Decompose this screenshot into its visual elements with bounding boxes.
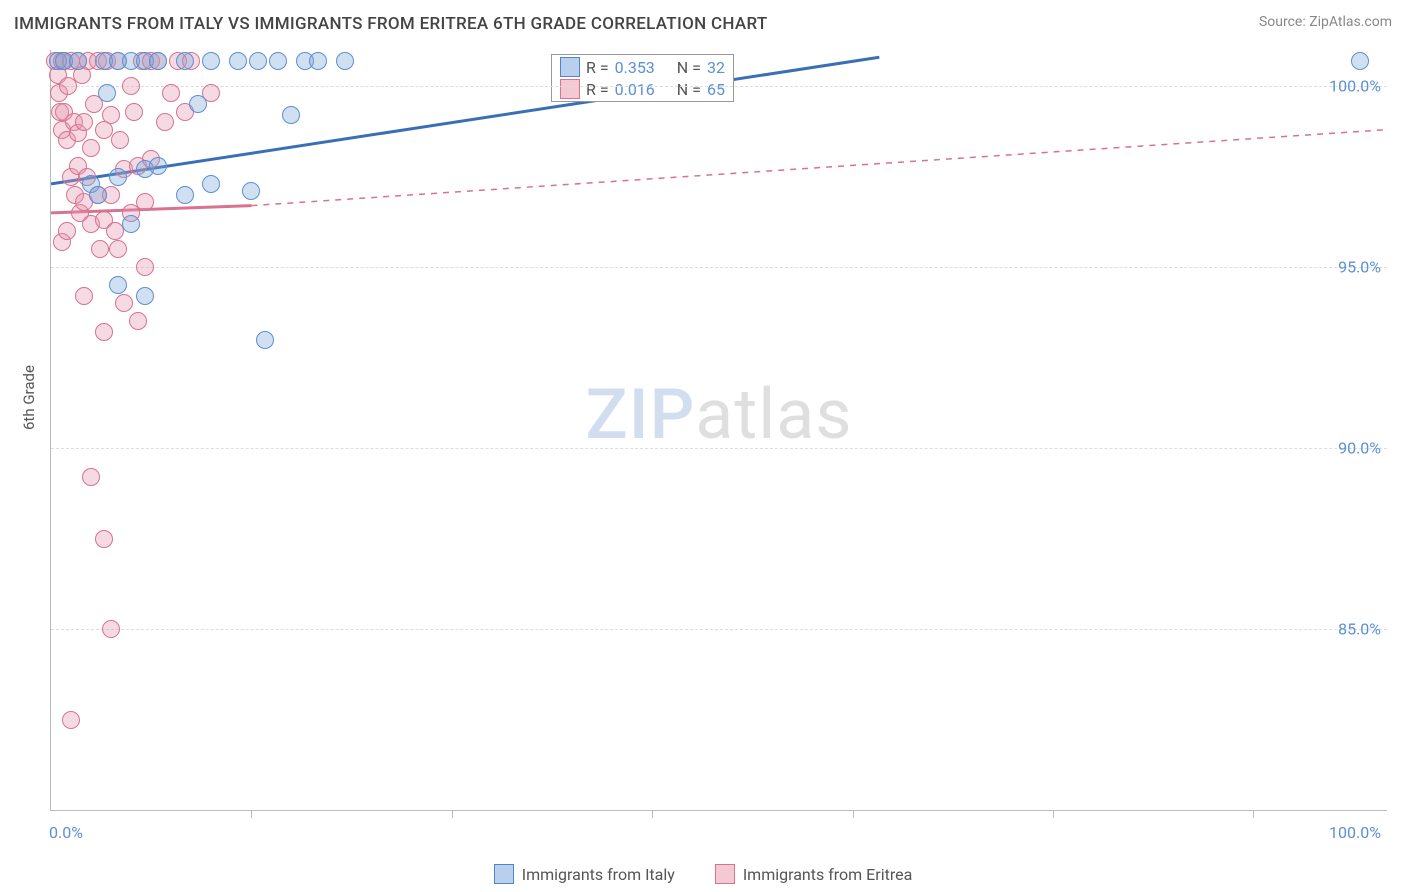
data-point — [109, 240, 127, 258]
data-point — [176, 52, 194, 70]
gridline — [51, 629, 1387, 630]
gridline — [51, 267, 1387, 268]
x-minor-tick — [251, 810, 252, 818]
legend-label-italy: Immigrants from Italy — [522, 865, 675, 884]
stats-row-eritrea: R = 0.016 N = 65 — [560, 79, 725, 99]
data-point — [249, 52, 267, 70]
data-point — [269, 52, 287, 70]
data-point — [149, 52, 167, 70]
stats-legend: R = 0.353 N = 32 R = 0.016 N = 65 — [551, 54, 734, 102]
swatch-italy-icon — [560, 57, 580, 77]
data-point — [75, 113, 93, 131]
data-point — [122, 77, 140, 95]
data-point — [111, 131, 129, 149]
regression-overlay — [51, 50, 1387, 810]
watermark: ZIPatlas — [586, 374, 853, 456]
swatch-eritrea-icon — [560, 79, 580, 99]
swatch-italy-icon — [494, 864, 514, 884]
data-point — [102, 106, 120, 124]
data-point — [129, 312, 147, 330]
x-minor-tick — [853, 810, 854, 818]
data-point — [189, 95, 207, 113]
gridline — [51, 448, 1387, 449]
y-tick-label: 85.0% — [1338, 620, 1381, 639]
n-label: N = — [677, 80, 701, 99]
data-point — [256, 331, 274, 349]
n-label: N = — [677, 58, 701, 77]
n-value-italy: 32 — [707, 58, 725, 77]
data-point — [115, 294, 133, 312]
y-tick-label: 95.0% — [1338, 258, 1381, 277]
r-value-eritrea: 0.016 — [615, 80, 655, 99]
data-point — [229, 52, 247, 70]
x-tick-label: 0.0% — [49, 823, 83, 842]
x-minor-tick — [652, 810, 653, 818]
watermark-zip: ZIP — [586, 374, 696, 456]
watermark-atlas: atlas — [695, 374, 852, 456]
title-bar: IMMIGRANTS FROM ITALY VS IMMIGRANTS FROM… — [14, 14, 1392, 34]
data-point — [91, 240, 109, 258]
r-label: R = — [586, 58, 609, 77]
n-value-eritrea: 65 — [707, 80, 725, 99]
data-point — [136, 287, 154, 305]
x-tick-label: 100.0% — [1329, 823, 1381, 842]
data-point — [282, 106, 300, 124]
y-tick-label: 100.0% — [1329, 77, 1381, 96]
gridline — [51, 86, 1387, 87]
data-point — [95, 530, 113, 548]
data-point — [89, 186, 107, 204]
legend-item-italy: Immigrants from Italy — [494, 864, 675, 884]
data-point — [162, 84, 180, 102]
data-point — [82, 468, 100, 486]
data-point — [202, 52, 220, 70]
data-point — [75, 287, 93, 305]
data-point — [156, 113, 174, 131]
y-tick-label: 90.0% — [1338, 439, 1381, 458]
x-minor-tick — [1253, 810, 1254, 818]
data-point — [176, 186, 194, 204]
r-label: R = — [586, 80, 609, 99]
data-point — [122, 215, 140, 233]
data-point — [149, 157, 167, 175]
data-point — [336, 52, 354, 70]
data-point — [136, 193, 154, 211]
data-point — [102, 620, 120, 638]
r-value-italy: 0.353 — [615, 58, 655, 77]
legend-item-eritrea: Immigrants from Eritrea — [715, 864, 912, 884]
y-axis-title: 6th Grade — [20, 365, 38, 430]
legend-label-eritrea: Immigrants from Eritrea — [743, 865, 912, 884]
data-point — [136, 258, 154, 276]
swatch-eritrea-icon — [715, 864, 735, 884]
x-minor-tick — [1053, 810, 1054, 818]
data-point — [109, 168, 127, 186]
data-point — [242, 182, 260, 200]
source-label: Source: ZipAtlas.com — [1259, 14, 1392, 30]
data-point — [69, 52, 87, 70]
data-point — [202, 175, 220, 193]
bottom-legend: Immigrants from Italy Immigrants from Er… — [0, 864, 1406, 884]
scatter-plot: ZIPatlas R = 0.353 N = 32 R = 0.016 N = … — [50, 50, 1387, 811]
data-point — [62, 711, 80, 729]
chart-title: IMMIGRANTS FROM ITALY VS IMMIGRANTS FROM… — [14, 14, 768, 34]
data-point — [98, 84, 116, 102]
stats-row-italy: R = 0.353 N = 32 — [560, 57, 725, 77]
data-point — [125, 103, 143, 121]
x-minor-tick — [452, 810, 453, 818]
data-point — [58, 222, 76, 240]
data-point — [1351, 52, 1369, 70]
data-point — [95, 323, 113, 341]
data-point — [82, 139, 100, 157]
data-point — [109, 276, 127, 294]
data-point — [309, 52, 327, 70]
